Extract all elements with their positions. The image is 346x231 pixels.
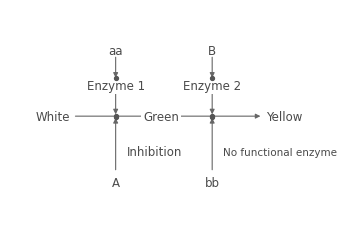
Text: A: A <box>112 176 120 189</box>
Text: Green: Green <box>143 110 179 123</box>
Text: bb: bb <box>205 176 220 189</box>
Text: Enzyme 2: Enzyme 2 <box>183 80 241 93</box>
Text: White: White <box>36 110 70 123</box>
Text: Enzyme 1: Enzyme 1 <box>86 80 145 93</box>
Text: B: B <box>208 44 216 57</box>
Text: Inhibition: Inhibition <box>126 146 182 159</box>
Text: aa: aa <box>108 44 123 57</box>
Text: No functional enzyme: No functional enzyme <box>223 147 337 157</box>
Text: Yellow: Yellow <box>266 110 302 123</box>
